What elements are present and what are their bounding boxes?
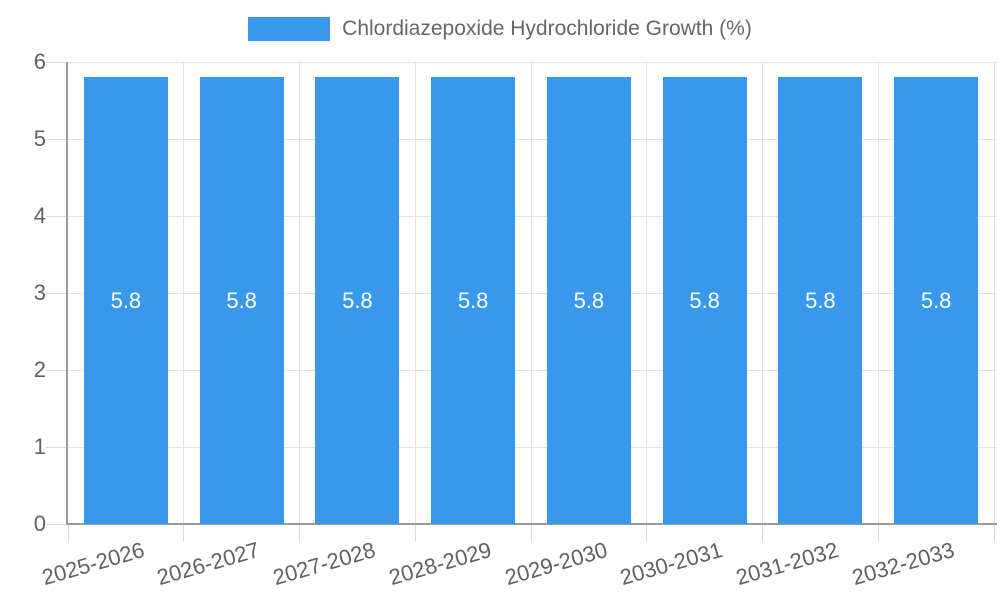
y-axis-tick-label: 6 xyxy=(33,49,46,74)
bar[interactable] xyxy=(662,77,747,524)
y-tick-mark xyxy=(46,369,68,371)
x-gridline xyxy=(530,62,532,524)
y-gridline xyxy=(68,292,997,294)
bar[interactable] xyxy=(315,77,400,524)
x-gridline xyxy=(877,62,879,524)
y-axis-tick-label: 0 xyxy=(33,511,46,536)
bar-value-label: 5.8 xyxy=(226,287,257,313)
y-tick-mark xyxy=(46,446,68,448)
y-axis-tick-label: 2 xyxy=(33,357,46,382)
x-axis-tick-label: 2027-2028 xyxy=(270,537,379,591)
y-gridline xyxy=(68,446,997,448)
y-axis-tick-label: 1 xyxy=(33,434,46,459)
x-axis-tick-label: 2028-2029 xyxy=(385,537,495,591)
y-axis-tick-label: 5 xyxy=(33,126,46,151)
x-gridline xyxy=(646,62,648,524)
x-tick-mark xyxy=(762,525,763,542)
y-tick-mark xyxy=(46,523,68,525)
bar-value-label: 5.8 xyxy=(689,287,720,313)
x-gridline xyxy=(993,62,995,524)
x-tick-mark xyxy=(530,525,532,542)
bar[interactable] xyxy=(546,77,631,524)
bar-value-label: 5.8 xyxy=(342,287,373,313)
x-gridline xyxy=(183,62,185,524)
x-tick-mark xyxy=(414,525,416,542)
y-tick-mark xyxy=(46,138,68,140)
y-gridline xyxy=(68,138,997,140)
x-tick-mark xyxy=(67,525,69,542)
y-gridline xyxy=(68,61,997,63)
y-gridline xyxy=(68,215,997,217)
y-tick-mark xyxy=(46,215,68,217)
x-tick-mark xyxy=(299,525,300,542)
legend-marker xyxy=(248,17,331,41)
y-axis-line xyxy=(66,62,68,524)
x-gridline xyxy=(414,62,416,524)
legend-label: Chlordiazepoxide Hydrochloride Growth (%… xyxy=(342,17,752,40)
bar-value-label: 5.8 xyxy=(110,287,142,313)
y-gridline xyxy=(68,369,997,371)
x-gridline xyxy=(299,62,300,524)
legend-item[interactable]: Chlordiazepoxide Hydrochloride Growth (%… xyxy=(0,17,1000,41)
x-gridline xyxy=(762,62,763,524)
bar[interactable] xyxy=(199,77,284,524)
y-axis-tick-label: 4 xyxy=(33,203,46,228)
bar-value-label: 5.8 xyxy=(457,287,489,313)
x-axis-tick-label: 2026-2027 xyxy=(154,537,263,591)
x-axis-tick-label: 2030-2031 xyxy=(617,537,726,591)
x-axis-tick-label: 2029-2030 xyxy=(501,537,610,591)
x-axis-line xyxy=(66,523,997,525)
bar[interactable] xyxy=(778,77,863,524)
x-tick-mark xyxy=(877,525,879,542)
bar-value-label: 5.8 xyxy=(920,287,952,313)
bar-value-label: 5.8 xyxy=(805,287,836,313)
x-tick-mark xyxy=(646,525,648,542)
x-axis-tick-label: 2025-2026 xyxy=(38,537,147,591)
bar-value-label: 5.8 xyxy=(573,287,605,313)
x-tick-mark xyxy=(993,525,995,542)
x-tick-mark xyxy=(183,525,185,542)
x-axis-tick-label: 2032-2033 xyxy=(848,537,958,591)
bar[interactable] xyxy=(894,77,979,524)
y-axis-tick-label: 3 xyxy=(33,280,46,305)
bar[interactable] xyxy=(83,77,168,524)
y-tick-mark xyxy=(46,292,68,294)
bar[interactable] xyxy=(431,77,516,524)
x-axis-tick-label: 2031-2032 xyxy=(733,537,842,591)
y-tick-mark xyxy=(46,61,68,63)
